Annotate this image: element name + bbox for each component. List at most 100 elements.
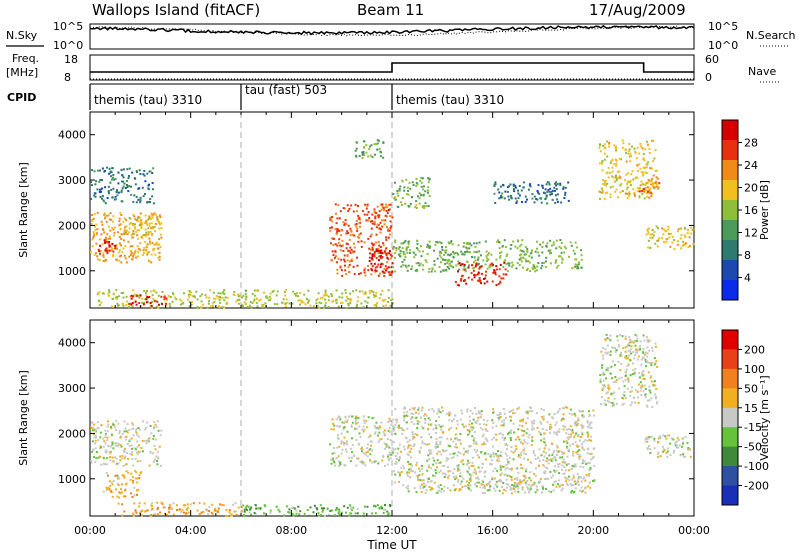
velocity-cell [439,461,442,464]
power-cell [389,253,392,256]
power-cell [397,194,400,197]
power-cell [389,220,392,223]
velocity-cell [395,460,398,463]
power-cell [488,266,491,269]
velocity-cell [639,347,642,350]
power-cell [654,170,657,172]
power-cell [518,258,521,261]
power-cell [120,214,123,216]
power-cell [339,244,342,247]
velocity-cell [550,458,552,461]
velocity-cell [528,491,531,494]
power-cell [428,195,431,198]
velocity-cell [573,412,576,415]
power-cell [114,195,117,198]
power-cell [134,177,137,180]
x-tick-label: 08:00 [275,524,307,537]
power-cell [423,207,425,209]
velocity-cell [589,486,592,489]
power-cell [132,232,135,235]
power-cell [671,241,674,244]
power-cell [262,303,265,306]
power-cell [480,254,482,257]
velocity-region [242,504,392,518]
power-cell [549,251,551,254]
power-cell [101,179,103,181]
velocity-cell [333,461,336,463]
power-cell [371,253,374,256]
power-cell [525,253,527,256]
power-cell [524,195,527,198]
power-cell [346,204,349,207]
power-cell [547,188,550,191]
power-cell [515,267,518,270]
power-cell [494,181,497,184]
power-cell [580,258,583,261]
power-cell [137,198,140,201]
velocity-cell [131,451,134,453]
power-cell [97,258,99,261]
velocity-cell [582,441,585,443]
power-cell [381,225,384,228]
velocity-cell [509,430,512,433]
velocity-cell [200,511,203,514]
velocity-cell [634,344,637,347]
power-cell [602,144,605,147]
velocity-cell [374,512,377,515]
velocity-cell [646,437,649,440]
power-cell [128,175,130,177]
power-cell [108,241,111,243]
power-cell [456,284,459,287]
velocity-cell [479,470,482,473]
power-region [354,139,385,159]
power-cell [347,224,350,227]
power-cell [627,172,630,175]
power-cell [106,247,109,250]
power-cell [636,146,639,149]
velocity-cell [93,456,96,458]
power-cell [615,179,618,182]
power-cell [244,289,247,292]
power-cell [643,166,646,169]
velocity-cell [499,432,502,435]
power-cell [159,223,161,226]
velocity-cell [407,485,410,488]
power-cell [507,195,510,198]
velocity-cell [308,514,311,517]
power-cell [373,253,375,256]
velocity-cell [657,440,660,443]
velocity-cell [467,486,470,489]
velocity-cell [152,437,155,440]
power-cell [189,294,192,296]
power-cell [558,255,560,258]
velocity-cell [536,426,539,429]
velocity-cell [255,505,258,508]
power-cell [634,152,637,155]
power-cell [415,204,418,207]
velocity-cell [94,460,97,463]
velocity-cell [527,436,530,439]
velocity-cell [297,505,300,508]
velocity-cell [579,489,581,492]
power-cell [129,253,132,256]
power-cell [97,248,100,251]
velocity-cell [411,407,414,410]
velocity-cell [530,420,533,423]
velocity-cell [228,509,231,512]
power-cell [379,227,381,230]
power-frame [89,111,695,309]
velocity-cell [577,433,580,436]
power-cell [319,297,322,300]
power-cell [388,274,391,276]
velocity-cell [344,448,347,451]
velocity-cell [531,422,534,425]
power-cell [345,223,348,226]
velocity-cell [687,447,690,449]
velocity-cell [549,426,552,429]
velocity-cell [457,479,460,482]
velocity-cell [436,445,439,448]
power-cell [667,225,670,228]
power-cell [107,293,110,296]
power-cell [533,265,536,268]
